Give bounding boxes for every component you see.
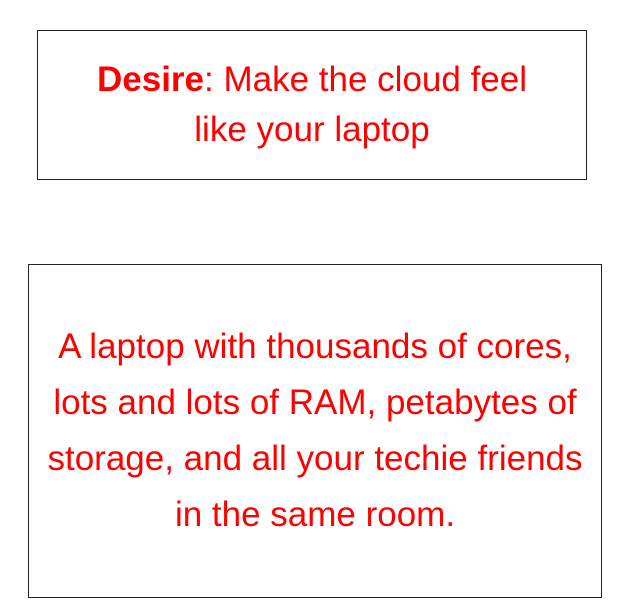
desire-statement: Desire: Make the cloud feel like your la… bbox=[92, 55, 532, 155]
desire-text-box: Desire: Make the cloud feel like your la… bbox=[37, 30, 587, 180]
desire-label: Desire bbox=[97, 60, 205, 99]
laptop-description-text: A laptop with thousands of cores, lots a… bbox=[47, 327, 583, 534]
laptop-description-box: A laptop with thousands of cores, lots a… bbox=[28, 264, 602, 598]
desire-description: : Make the cloud feel like your laptop bbox=[194, 60, 527, 149]
